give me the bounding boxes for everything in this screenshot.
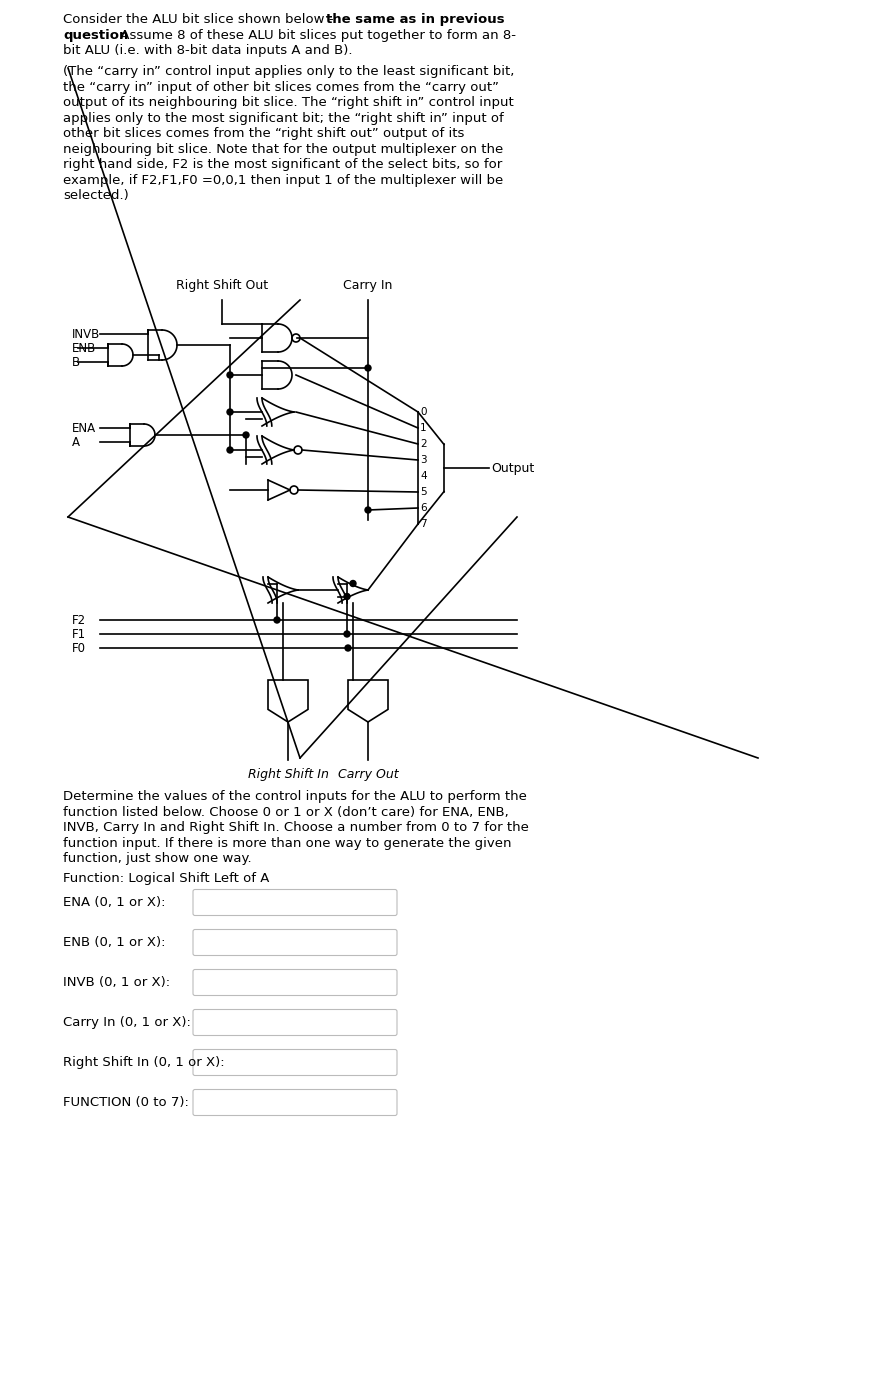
Text: F1: F1 <box>72 627 86 640</box>
FancyBboxPatch shape <box>193 1090 397 1116</box>
Text: Carry In: Carry In <box>343 279 392 291</box>
Circle shape <box>274 618 280 623</box>
Text: selected.): selected.) <box>63 189 129 203</box>
Text: ENA (0, 1 or X):: ENA (0, 1 or X): <box>63 897 166 909</box>
Text: Right Shift In (0, 1 or X):: Right Shift In (0, 1 or X): <box>63 1056 224 1069</box>
Text: Consider the ALU bit slice shown below -: Consider the ALU bit slice shown below - <box>63 12 338 26</box>
Text: 2: 2 <box>420 439 427 448</box>
Text: question: question <box>63 29 129 42</box>
Text: Determine the values of the control inputs for the ALU to perform the: Determine the values of the control inpu… <box>63 790 526 804</box>
Text: neighbouring bit slice. Note that for the output multiplexer on the: neighbouring bit slice. Note that for th… <box>63 143 503 155</box>
Circle shape <box>344 594 350 600</box>
Text: applies only to the most significant bit; the “right shift in” input of: applies only to the most significant bit… <box>63 111 504 125</box>
Text: 0: 0 <box>420 407 427 416</box>
Text: ENB (0, 1 or X):: ENB (0, 1 or X): <box>63 936 166 949</box>
Circle shape <box>365 507 371 514</box>
Text: . Assume 8 of these ALU bit slices put together to form an 8-: . Assume 8 of these ALU bit slices put t… <box>112 29 516 42</box>
Circle shape <box>350 580 356 587</box>
Text: the same as in previous: the same as in previous <box>326 12 505 26</box>
Circle shape <box>227 409 233 415</box>
Text: right hand side, F2 is the most significant of the select bits, so for: right hand side, F2 is the most signific… <box>63 158 502 171</box>
Text: 6: 6 <box>420 502 427 514</box>
Text: 7: 7 <box>420 519 427 529</box>
Circle shape <box>227 372 233 378</box>
Text: output of its neighbouring bit slice. The “right shift in” control input: output of its neighbouring bit slice. Th… <box>63 96 513 110</box>
Text: Output: Output <box>491 461 534 475</box>
Text: Right Shift In: Right Shift In <box>248 768 328 781</box>
FancyBboxPatch shape <box>193 930 397 955</box>
Text: (The “carry in” control input applies only to the least significant bit,: (The “carry in” control input applies on… <box>63 65 514 78</box>
Text: 3: 3 <box>420 455 427 465</box>
Text: other bit slices comes from the “right shift out” output of its: other bit slices comes from the “right s… <box>63 126 464 140</box>
Text: INVB (0, 1 or X):: INVB (0, 1 or X): <box>63 976 170 990</box>
Text: INVB: INVB <box>72 328 100 340</box>
Text: A: A <box>72 436 80 448</box>
Circle shape <box>344 632 350 637</box>
Text: Carry Out: Carry Out <box>337 768 399 781</box>
FancyBboxPatch shape <box>193 1049 397 1076</box>
Text: Carry In (0, 1 or X):: Carry In (0, 1 or X): <box>63 1016 191 1029</box>
Text: B: B <box>72 355 80 368</box>
Text: F0: F0 <box>72 641 86 655</box>
FancyBboxPatch shape <box>193 890 397 916</box>
Circle shape <box>345 645 351 651</box>
Text: function, just show one way.: function, just show one way. <box>63 852 251 865</box>
Text: 1: 1 <box>420 423 427 433</box>
Circle shape <box>365 365 371 371</box>
Text: Right Shift Out: Right Shift Out <box>176 279 268 291</box>
Text: the “carry in” input of other bit slices comes from the “carry out”: the “carry in” input of other bit slices… <box>63 81 499 93</box>
Text: FUNCTION (0 to 7):: FUNCTION (0 to 7): <box>63 1097 189 1109</box>
Text: ENA: ENA <box>72 422 96 434</box>
Text: 5: 5 <box>420 487 427 497</box>
Text: example, if F2,F1,F0 =0,0,1 then input 1 of the multiplexer will be: example, if F2,F1,F0 =0,0,1 then input 1… <box>63 174 503 186</box>
Text: 4: 4 <box>420 471 427 482</box>
Circle shape <box>243 432 249 439</box>
Circle shape <box>227 447 233 452</box>
Text: bit ALU (i.e. with 8-bit data inputs A and B).: bit ALU (i.e. with 8-bit data inputs A a… <box>63 44 352 57</box>
Text: function input. If there is more than one way to generate the given: function input. If there is more than on… <box>63 837 512 849</box>
Text: function listed below. Choose 0 or 1 or X (don’t care) for ENA, ENB,: function listed below. Choose 0 or 1 or … <box>63 805 509 819</box>
FancyBboxPatch shape <box>193 1009 397 1035</box>
FancyBboxPatch shape <box>193 969 397 995</box>
Text: F2: F2 <box>72 613 86 626</box>
Text: Function: Logical Shift Left of A: Function: Logical Shift Left of A <box>63 872 270 884</box>
Text: ENB: ENB <box>72 341 96 354</box>
Text: INVB, Carry In and Right Shift In. Choose a number from 0 to 7 for the: INVB, Carry In and Right Shift In. Choos… <box>63 820 529 834</box>
